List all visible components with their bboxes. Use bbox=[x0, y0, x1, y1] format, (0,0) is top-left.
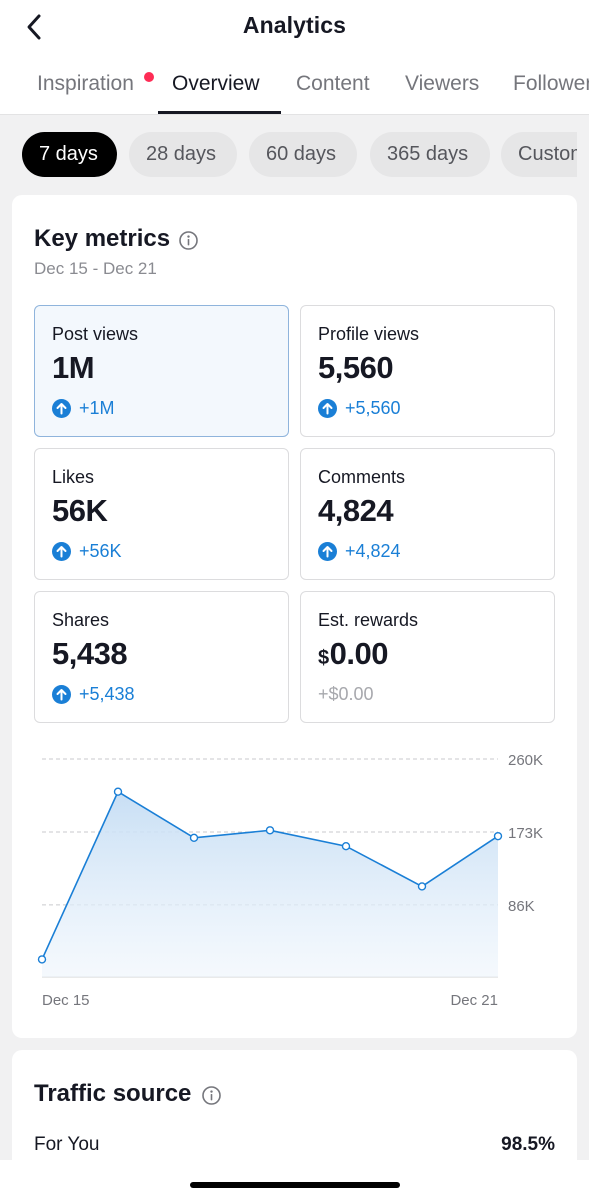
metric-value-number: 0.00 bbox=[329, 636, 389, 671]
tab-overview[interactable]: Overview bbox=[172, 72, 260, 95]
tab-inspiration[interactable]: Inspiration bbox=[37, 72, 134, 95]
arrow-up-circle-icon bbox=[52, 399, 71, 418]
analytics-tabs: Inspiration Overview Content Viewers Fol… bbox=[0, 64, 589, 115]
metric-est-rewards[interactable]: Est. rewards $0.00 +$0.00 bbox=[300, 591, 555, 723]
chart-y-tick-label: 86K bbox=[508, 898, 535, 915]
post-views-chart[interactable]: 86K 173K 260K Dec 15 Dec 21 bbox=[12, 740, 577, 1010]
arrow-up-circle-icon bbox=[318, 399, 337, 418]
tab-followers[interactable]: Followers bbox=[513, 72, 589, 95]
chart-point[interactable] bbox=[113, 787, 123, 796]
chart-x-tick-label: Dec 21 bbox=[450, 992, 498, 1009]
chart-y-tick-label: 260K bbox=[508, 752, 543, 769]
date-range-selector: 7 days 28 days 60 days 365 days Custom bbox=[0, 132, 577, 178]
arrow-up-circle-icon bbox=[52, 542, 71, 561]
range-28-days[interactable]: 28 days bbox=[129, 132, 237, 177]
metric-delta-value: +$0.00 bbox=[318, 684, 374, 704]
metric-label: Comments bbox=[318, 467, 406, 487]
metric-delta: +4,824 bbox=[318, 541, 401, 562]
traffic-source-percent: 98.5% bbox=[501, 1134, 555, 1155]
metric-profile-views[interactable]: Profile views 5,560 +5,560 bbox=[300, 305, 555, 437]
metric-value: 56K bbox=[52, 493, 108, 528]
traffic-source-title: Traffic source bbox=[34, 1080, 192, 1107]
metric-delta-value: +5,560 bbox=[345, 398, 401, 418]
chart-x-tick-label: Dec 15 bbox=[42, 992, 90, 1009]
chart-y-tick-label: 173K bbox=[508, 825, 543, 842]
metric-post-views[interactable]: Post views 1M +1M bbox=[34, 305, 289, 437]
metric-label: Est. rewards bbox=[318, 610, 419, 630]
metric-label: Profile views bbox=[318, 324, 420, 344]
currency-symbol: $ bbox=[318, 647, 329, 669]
metric-delta: +5,560 bbox=[318, 398, 401, 419]
metric-delta-value: +1M bbox=[79, 398, 115, 418]
chart-point[interactable] bbox=[493, 831, 503, 841]
arrow-up-circle-icon bbox=[52, 685, 71, 704]
notification-dot bbox=[144, 72, 154, 82]
date-range-label: Dec 15 - Dec 21 bbox=[34, 259, 157, 278]
page-title: Analytics bbox=[242, 12, 347, 38]
metric-value: $0.00 bbox=[318, 636, 388, 672]
info-icon[interactable] bbox=[178, 230, 199, 251]
chart-point[interactable] bbox=[417, 882, 427, 891]
arrow-up-circle-icon bbox=[318, 542, 337, 561]
range-custom[interactable]: Custom bbox=[501, 132, 577, 177]
metric-delta: +56K bbox=[52, 541, 122, 562]
metric-shares[interactable]: Shares 5,438 +5,438 bbox=[34, 591, 289, 723]
traffic-source-card: Traffic source For You 98.5% bbox=[12, 1050, 577, 1160]
info-icon[interactable] bbox=[201, 1085, 222, 1106]
metric-delta: +1M bbox=[52, 398, 115, 419]
metric-likes[interactable]: Likes 56K +56K bbox=[34, 448, 289, 580]
metric-label: Post views bbox=[52, 324, 139, 344]
chart-point[interactable] bbox=[189, 833, 199, 843]
key-metrics-title: Key metrics bbox=[34, 225, 171, 252]
tab-content[interactable]: Content bbox=[296, 72, 370, 95]
metric-value: 4,824 bbox=[318, 493, 394, 528]
metric-value: 1M bbox=[52, 350, 95, 385]
active-tab-indicator bbox=[158, 111, 281, 114]
metric-delta-value: +4,824 bbox=[345, 541, 401, 561]
chart-point[interactable] bbox=[341, 841, 351, 851]
metric-label: Shares bbox=[52, 610, 110, 630]
range-7-days[interactable]: 7 days bbox=[22, 132, 117, 177]
chevron-left-icon bbox=[27, 14, 41, 40]
metric-label: Likes bbox=[52, 467, 95, 487]
metric-delta-value: +5,438 bbox=[79, 684, 135, 704]
home-indicator bbox=[190, 1182, 400, 1188]
traffic-source-label: For You bbox=[34, 1134, 100, 1155]
top-bar: Analytics Inspiration Overview Content V… bbox=[0, 0, 589, 115]
metric-value: 5,438 bbox=[52, 636, 128, 671]
back-button[interactable] bbox=[18, 10, 50, 44]
metric-delta-value: +56K bbox=[79, 541, 122, 561]
traffic-row-for-you[interactable]: For You 98.5% bbox=[34, 1134, 555, 1156]
metric-comments[interactable]: Comments 4,824 +4,824 bbox=[300, 448, 555, 580]
metric-delta: +5,438 bbox=[52, 684, 135, 705]
chart-point[interactable] bbox=[265, 826, 275, 835]
tab-viewers[interactable]: Viewers bbox=[405, 72, 480, 95]
chart-point[interactable] bbox=[37, 955, 47, 964]
bottom-safe-area bbox=[0, 1160, 589, 1200]
metric-delta: +$0.00 bbox=[318, 684, 374, 705]
range-60-days[interactable]: 60 days bbox=[249, 132, 357, 177]
metric-value: 5,560 bbox=[318, 350, 394, 385]
chart-area-fill bbox=[42, 791, 498, 977]
range-365-days[interactable]: 365 days bbox=[370, 132, 490, 177]
key-metrics-card: Key metrics Dec 15 - Dec 21 Post views 1… bbox=[12, 195, 577, 1038]
